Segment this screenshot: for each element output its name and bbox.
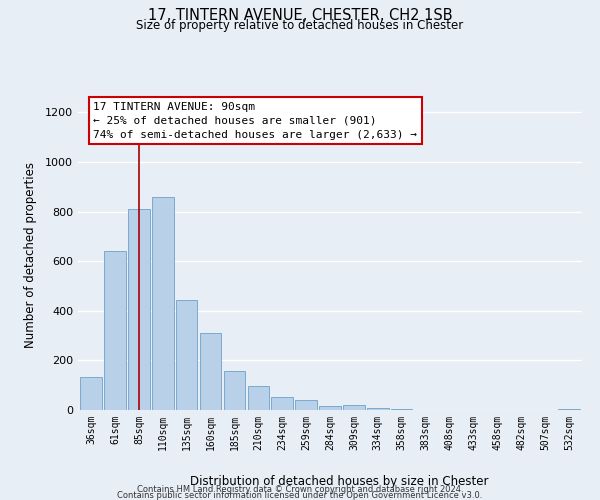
Text: 17, TINTERN AVENUE, CHESTER, CH2 1SB: 17, TINTERN AVENUE, CHESTER, CH2 1SB: [148, 8, 452, 22]
Text: Contains HM Land Registry data © Crown copyright and database right 2024.: Contains HM Land Registry data © Crown c…: [137, 485, 463, 494]
Bar: [224, 371, 245, 410]
Text: Size of property relative to detached houses in Chester: Size of property relative to detached ho…: [136, 18, 464, 32]
Bar: [367, 408, 389, 410]
Text: 17 TINTERN AVENUE: 90sqm
← 25% of detached houses are smaller (901)
74% of semi-: 17 TINTERN AVENUE: 90sqm ← 25% of detach…: [93, 102, 417, 140]
Bar: [104, 252, 126, 410]
Text: Contains public sector information licensed under the Open Government Licence v3: Contains public sector information licen…: [118, 491, 482, 500]
Bar: [152, 196, 173, 410]
Text: Distribution of detached houses by size in Chester: Distribution of detached houses by size …: [190, 474, 488, 488]
Bar: [391, 409, 412, 410]
Bar: [343, 404, 365, 410]
Bar: [271, 397, 293, 410]
Bar: [248, 386, 269, 410]
Bar: [295, 400, 317, 410]
Bar: [128, 209, 149, 410]
Bar: [200, 333, 221, 410]
Bar: [558, 409, 580, 410]
Bar: [80, 376, 102, 410]
Y-axis label: Number of detached properties: Number of detached properties: [23, 162, 37, 348]
Bar: [319, 406, 341, 410]
Bar: [176, 300, 197, 410]
